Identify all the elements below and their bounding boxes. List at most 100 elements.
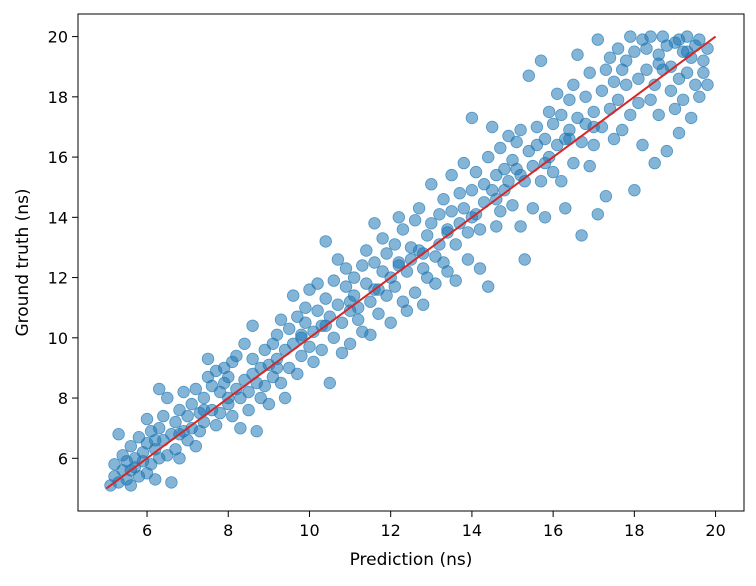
y-axis-label: Ground truth (ns) [13,188,33,336]
data-point [628,45,641,58]
data-point [510,135,523,149]
data-point [473,262,487,275]
data-point [274,376,288,390]
data-point [352,313,365,326]
data-point [441,265,454,278]
data-point [555,174,568,188]
data-point [607,132,621,146]
y-tick-label: 16 [48,148,68,167]
data-point [364,295,377,308]
x-tick-label: 20 [705,521,725,540]
data-point [668,102,682,116]
data-point [514,220,527,233]
data-point [331,298,345,311]
data-point [246,352,259,366]
data-point [664,84,678,98]
data-point [506,199,519,212]
data-point [315,343,328,357]
data-point [356,259,369,272]
data-point [319,292,332,305]
data-point [347,271,361,284]
data-point [165,476,178,489]
data-point [242,403,255,417]
x-tick-label: 14 [462,521,482,540]
data-point [380,247,393,260]
data-point [412,202,426,215]
data-point [299,316,312,329]
data-point [534,54,548,67]
data-point [364,328,377,342]
data-point [335,316,349,329]
data-point [453,186,466,200]
data-point [697,54,710,67]
data-point [201,352,215,366]
data-point [417,298,430,311]
data-point [672,33,686,46]
data-point [311,304,324,317]
data-point [599,189,613,203]
data-point [551,87,564,101]
data-point [278,391,292,405]
data-point [291,367,304,381]
data-point [494,141,507,155]
data-point [546,165,560,179]
data-point [680,66,694,79]
data-point [546,117,560,131]
data-point [652,108,665,122]
data-point [571,48,584,61]
data-point [498,162,511,176]
data-point [672,126,686,140]
data-point [425,217,438,230]
data-point [640,42,653,55]
data-point [445,205,458,218]
data-point [433,238,446,251]
data-point [648,156,661,170]
data-point [238,337,251,351]
data-point [538,211,552,224]
data-point [620,78,633,92]
data-point [343,337,357,351]
data-point [234,422,247,435]
data-point [396,223,410,236]
data-point [595,84,609,98]
x-tick-label: 10 [299,521,319,540]
data-point [534,174,548,188]
data-point [392,211,406,224]
data-point [457,202,471,215]
data-point [555,108,568,122]
data-point [579,90,592,104]
data-point [449,274,462,287]
data-point [274,313,288,326]
x-tick-label: 16 [543,521,563,540]
data-point [408,286,422,299]
data-point [494,205,507,218]
data-point [587,138,600,152]
reference-line [105,35,717,490]
data-point [380,289,393,302]
data-point [632,72,645,86]
data-point [482,150,495,164]
data-point [384,316,397,329]
data-point [465,111,479,125]
data-point [514,123,527,137]
data-point [644,30,657,43]
data-point [437,192,450,206]
data-point [482,280,495,293]
data-point [611,93,625,107]
data-point [388,238,402,251]
data-point [486,120,499,134]
data-point [327,331,341,345]
data-point [461,253,475,266]
data-point [152,382,166,396]
data-point [522,69,536,82]
data-point [213,406,227,420]
x-tick-label: 8 [223,521,233,540]
data-point [461,226,475,239]
data-point [652,57,665,70]
data-point [161,391,174,405]
data-point [689,78,702,92]
data-point [660,144,674,158]
data-point [246,319,259,333]
